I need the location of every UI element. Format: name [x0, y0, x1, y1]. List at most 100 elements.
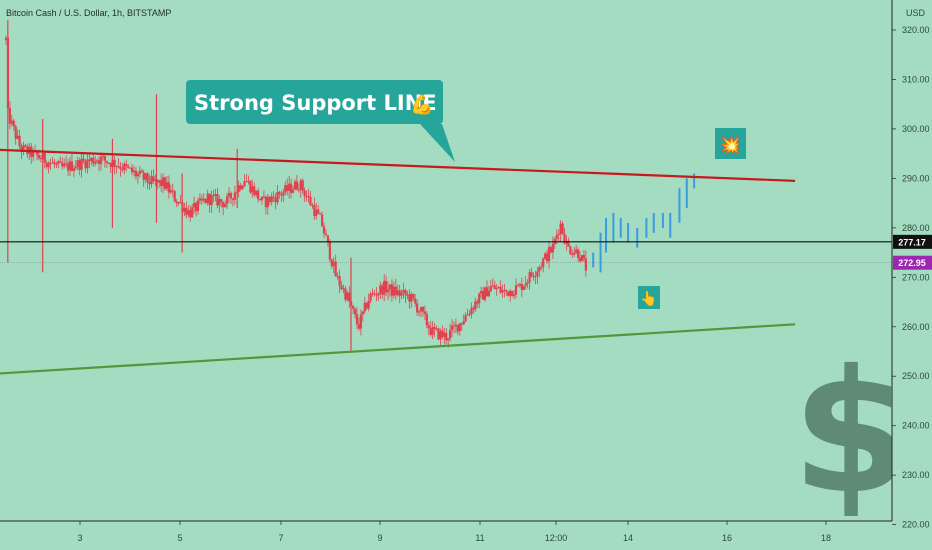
candle	[462, 314, 465, 326]
candle-body	[534, 276, 537, 278]
candle	[551, 236, 554, 260]
candle	[507, 291, 510, 297]
candle	[225, 192, 229, 210]
resistance-line[interactable]	[0, 148, 796, 182]
candle-body	[262, 196, 266, 198]
candle	[315, 203, 318, 220]
candle	[97, 156, 101, 172]
candle-body	[214, 194, 217, 196]
candle-body	[53, 162, 56, 165]
candle-body	[365, 302, 368, 309]
candle-body	[344, 288, 347, 300]
candle	[78, 157, 81, 176]
candle-body	[573, 252, 576, 255]
candle-body	[268, 196, 271, 202]
candle	[497, 285, 500, 289]
candle-body	[72, 168, 75, 171]
candle-body	[193, 202, 196, 208]
candle-body	[249, 180, 252, 193]
candle-body	[441, 330, 444, 337]
candle	[522, 285, 525, 291]
candle-body	[303, 190, 306, 197]
candle-body	[379, 285, 382, 294]
candle	[14, 124, 17, 145]
candle	[388, 284, 392, 297]
candle	[559, 220, 562, 242]
candle-body	[96, 160, 99, 162]
candle	[317, 204, 320, 215]
candle-body	[264, 196, 267, 208]
candle-body	[295, 181, 298, 190]
candle	[74, 160, 77, 171]
candle-body	[340, 285, 343, 290]
candle-body	[107, 162, 110, 164]
candle-body	[454, 324, 458, 327]
support-line[interactable]	[0, 323, 796, 375]
candle	[534, 270, 537, 285]
candle	[55, 161, 58, 169]
candle-body	[305, 196, 308, 198]
candle	[191, 203, 194, 218]
candle	[369, 291, 372, 304]
candle-body	[330, 259, 333, 267]
candle	[152, 169, 155, 184]
candle	[258, 198, 262, 201]
candle	[456, 324, 459, 336]
callout-pointer	[420, 124, 455, 162]
candle	[299, 178, 302, 198]
candle-body	[146, 173, 149, 183]
candle-body	[495, 288, 498, 290]
candle	[344, 285, 347, 303]
candle-body	[569, 246, 572, 254]
candle-body	[163, 177, 167, 189]
candle	[458, 322, 461, 336]
candle-body	[363, 302, 366, 312]
candle	[210, 190, 213, 213]
candle-body	[125, 163, 128, 167]
candle-body	[173, 191, 176, 202]
candle-body	[352, 305, 355, 309]
candle	[582, 249, 586, 262]
candle	[220, 198, 223, 208]
support-callout[interactable]: Strong Support LINE💪	[186, 80, 455, 162]
candle-body	[385, 280, 388, 293]
candle	[173, 189, 176, 203]
candle	[449, 323, 452, 342]
candle-body	[324, 233, 328, 236]
candle-body	[121, 169, 124, 171]
candle-body	[237, 185, 240, 192]
candle	[39, 155, 43, 163]
candle-body	[577, 249, 580, 258]
candle-body	[59, 161, 62, 163]
candle-body	[410, 293, 413, 302]
candle	[528, 268, 531, 291]
candle	[286, 178, 289, 196]
candle	[577, 247, 580, 262]
candle	[301, 178, 304, 194]
candle	[179, 194, 182, 204]
candle-body	[78, 160, 81, 170]
candle-body	[152, 176, 155, 182]
candle	[478, 292, 481, 309]
x-tick-label: 16	[722, 533, 732, 543]
candle	[187, 205, 190, 218]
candle	[224, 200, 227, 208]
candle	[266, 194, 269, 215]
candle-body	[408, 294, 411, 302]
candle	[268, 196, 271, 205]
candle-body	[297, 189, 300, 191]
candle-body	[179, 202, 182, 204]
candle	[59, 156, 62, 163]
candle	[561, 221, 564, 236]
candle-body	[210, 195, 213, 206]
candle-body	[4, 37, 8, 40]
callout-box	[186, 80, 443, 124]
candle	[105, 160, 108, 168]
candle-body	[514, 285, 518, 295]
candle-body	[239, 185, 242, 190]
price-label: 272.95	[898, 258, 926, 268]
candle-body	[185, 207, 188, 215]
candle-body	[148, 182, 151, 185]
candle-body	[497, 287, 500, 289]
